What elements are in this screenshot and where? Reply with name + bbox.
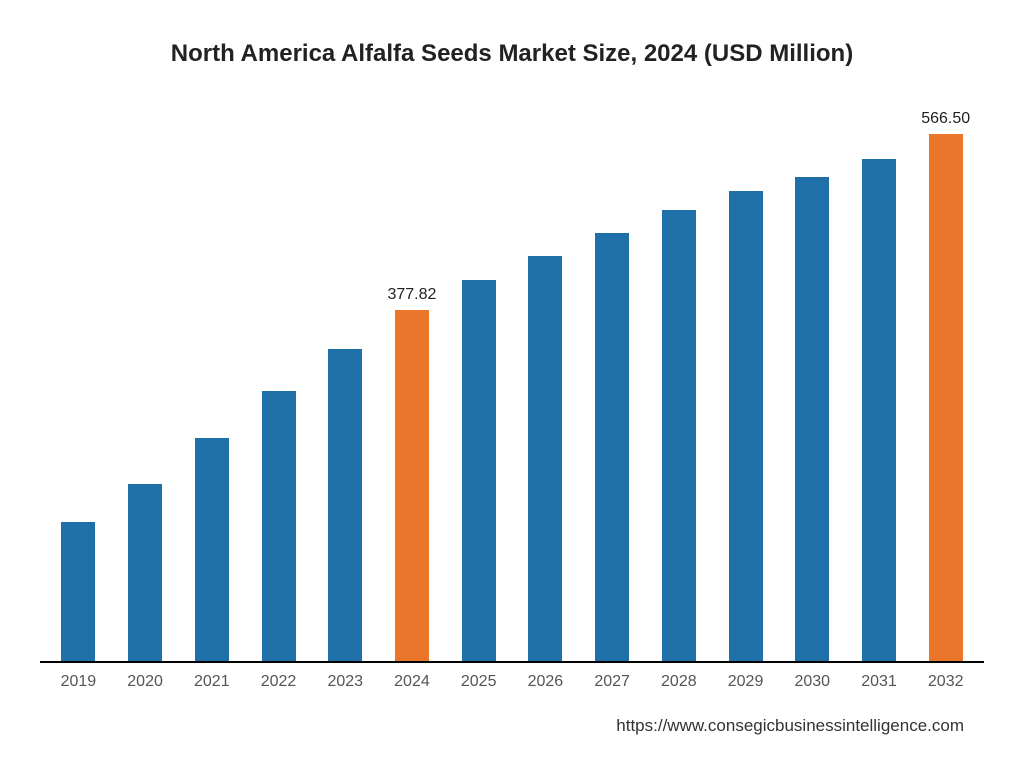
footer-link: https://www.consegicbusinessintelligence… [40, 716, 984, 736]
chart-title: North America Alfalfa Seeds Market Size,… [40, 40, 984, 68]
plot-area: 377.82 566.50 [40, 103, 984, 663]
x-tick-2019: 2019 [45, 673, 112, 691]
bar-wrap-2020 [112, 103, 179, 661]
bar-2031 [862, 159, 896, 661]
bar-2028 [662, 210, 696, 661]
bar-2026 [528, 256, 562, 661]
x-tick-2029: 2029 [712, 673, 779, 691]
chart-container: North America Alfalfa Seeds Market Size,… [0, 0, 1024, 768]
x-tick-2021: 2021 [178, 673, 245, 691]
bar-wrap-2026 [512, 103, 579, 661]
x-tick-2022: 2022 [245, 673, 312, 691]
x-tick-2024: 2024 [379, 673, 446, 691]
bars-group: 377.82 566.50 [40, 103, 984, 661]
bar-2025 [462, 280, 496, 661]
x-tick-2028: 2028 [645, 673, 712, 691]
bar-2020 [128, 484, 162, 661]
bar-2019 [61, 522, 95, 662]
bar-2022 [262, 391, 296, 661]
x-tick-2031: 2031 [846, 673, 913, 691]
bar-wrap-2022 [245, 103, 312, 661]
x-tick-2020: 2020 [112, 673, 179, 691]
bar-2032 [929, 134, 963, 661]
bar-wrap-2021 [178, 103, 245, 661]
bar-wrap-2024: 377.82 [379, 103, 446, 661]
bar-wrap-2031 [846, 103, 913, 661]
bar-wrap-2032: 566.50 [912, 103, 979, 661]
bar-value-label: 377.82 [387, 286, 436, 304]
x-tick-2030: 2030 [779, 673, 846, 691]
x-tick-2032: 2032 [912, 673, 979, 691]
bar-2021 [195, 438, 229, 661]
x-tick-2025: 2025 [445, 673, 512, 691]
x-axis: 2019202020212022202320242025202620272028… [40, 663, 984, 691]
bar-wrap-2027 [579, 103, 646, 661]
x-tick-2027: 2027 [579, 673, 646, 691]
bar-wrap-2030 [779, 103, 846, 661]
bar-wrap-2029 [712, 103, 779, 661]
bar-2027 [595, 233, 629, 661]
x-tick-2023: 2023 [312, 673, 379, 691]
bar-2029 [729, 191, 763, 661]
bar-wrap-2023 [312, 103, 379, 661]
x-tick-2026: 2026 [512, 673, 579, 691]
bar-2030 [795, 177, 829, 661]
bar-wrap-2019 [45, 103, 112, 661]
bar-2024 [395, 310, 429, 661]
bar-wrap-2025 [445, 103, 512, 661]
bar-wrap-2028 [645, 103, 712, 661]
bar-2023 [328, 349, 362, 661]
bar-value-label: 566.50 [921, 110, 970, 128]
